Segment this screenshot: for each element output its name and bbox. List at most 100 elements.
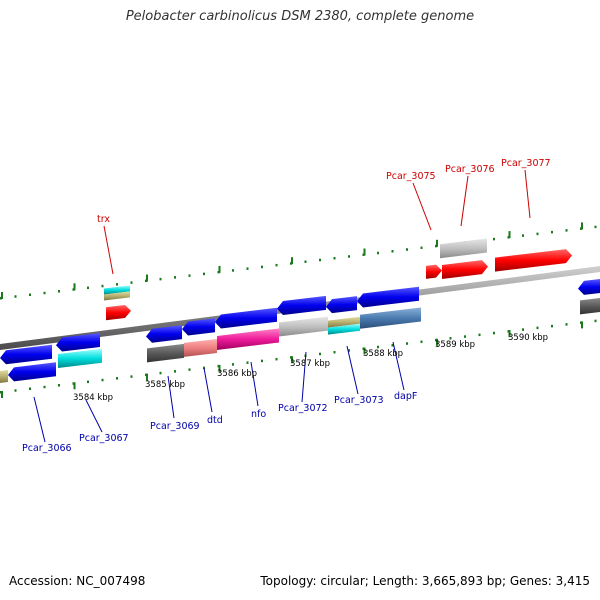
tick-label-3586: 3586 kbp <box>217 369 257 379</box>
gene-pcar-3075 <box>426 264 442 279</box>
scale-dot <box>420 246 423 250</box>
gene-pcar-3069a <box>182 318 215 336</box>
gene-label-nfo[interactable]: nfo <box>251 409 266 420</box>
forward-gene-labels: trx Pcar_3075 Pcar_3076 Pcar_3077 <box>97 158 551 225</box>
accession-text: Accession: NC_007498 <box>9 574 146 588</box>
feature-pcar-3067 <box>58 348 102 369</box>
feature-pcar-3073-cyan <box>328 323 360 335</box>
scale-dot <box>391 344 394 347</box>
scale-major-tick <box>73 283 76 291</box>
scale-dot <box>188 274 191 277</box>
tick-label-3590: 3590 kbp <box>508 333 548 343</box>
gene-label-pcar-3077[interactable]: Pcar_3077 <box>501 158 551 169</box>
scale-line-bottom <box>0 319 597 398</box>
scale-dot <box>478 333 481 337</box>
scale-tick-labels: 3584 kbp 3585 kbp 3586 kbp 3587 kbp 3588… <box>73 333 548 403</box>
gene-label-dapf[interactable]: dapF <box>394 391 417 402</box>
gene-pcar-3068 <box>146 325 182 343</box>
scale-major-tick <box>291 257 293 265</box>
scale-dot <box>551 230 553 234</box>
gene-pcar-3067a <box>56 333 100 352</box>
gene-label-pcar-3073[interactable]: Pcar_3073 <box>334 395 384 406</box>
gene-pcar-3077 <box>495 249 572 272</box>
scale-dot <box>246 361 249 364</box>
scale-dot <box>406 248 408 251</box>
scale-dot <box>261 265 263 269</box>
scale-dot <box>420 340 423 344</box>
leader-pcar-3066 <box>33 396 46 443</box>
scale-dot <box>203 366 205 370</box>
feature-pcar-3076 <box>440 238 487 259</box>
scale-major-tick <box>436 338 438 346</box>
gene-label-pcar-3067[interactable]: Pcar_3067 <box>79 433 129 444</box>
scale-dot <box>174 276 176 279</box>
gene-trx <box>106 305 131 321</box>
scale-major-tick <box>581 321 583 329</box>
scale-major-tick <box>363 347 366 355</box>
map-title: Pelobacter carbinolicus DSM 2380, comple… <box>125 9 475 24</box>
feature-trx-cyan <box>104 285 130 295</box>
leader-pcar-3076 <box>460 175 469 227</box>
gene-dapf-a <box>357 286 419 308</box>
leader-trx <box>103 225 114 275</box>
scale-dot <box>319 352 321 356</box>
scale-dot <box>304 260 307 263</box>
scale-major-tick <box>291 356 293 364</box>
genome-summary-text: Topology: circular; Length: 3,665,893 bp… <box>260 574 590 588</box>
gene-label-pcar-3069[interactable]: Pcar_3069 <box>150 421 200 432</box>
scale-dot <box>536 232 539 236</box>
gene-label-pcar-3076[interactable]: Pcar_3076 <box>445 164 495 175</box>
gene-label-dtd[interactable]: dtd <box>207 415 223 426</box>
scale-dot <box>333 350 336 354</box>
scale-dot <box>43 385 46 389</box>
scale-dot <box>348 349 350 352</box>
gene-dtd-a <box>215 307 277 329</box>
leader-pcar-3067 <box>85 399 103 433</box>
gene-pcar-3072a <box>326 296 357 314</box>
scale-dot <box>261 359 263 363</box>
scale-dot <box>101 284 104 288</box>
feature-trx-khaki <box>104 291 130 301</box>
scale-dot <box>159 277 162 281</box>
gene-label-trx[interactable]: trx <box>97 214 110 225</box>
feature-pcar-3072 <box>279 316 328 337</box>
scale-dot <box>522 328 524 331</box>
gene-label-pcar-3075[interactable]: Pcar_3075 <box>386 171 436 182</box>
leader-pcar-3077 <box>524 169 531 219</box>
scale-major-tick <box>146 373 148 381</box>
tick-label-3587: 3587 kbp <box>290 359 330 369</box>
scale-dot <box>594 319 597 323</box>
scale-dot <box>116 377 118 380</box>
tick-label-3588: 3588 kbp <box>363 349 403 359</box>
tick-label-3589: 3589 kbp <box>435 340 475 350</box>
gene-pcar-3066a <box>0 344 52 365</box>
scale-dot <box>333 256 336 260</box>
scale-dot <box>551 324 553 328</box>
scale-major-tick <box>73 382 76 390</box>
scale-dot <box>377 345 379 349</box>
scale-dot <box>449 337 452 340</box>
feature-dtd <box>184 338 217 357</box>
gene-label-pcar-3066[interactable]: Pcar_3066 <box>22 443 72 454</box>
gene-label-pcar-3072[interactable]: Pcar_3072 <box>278 403 328 414</box>
scale-dot <box>594 225 597 229</box>
gene-pcar-3076 <box>442 260 488 279</box>
leader-nfo <box>250 361 259 407</box>
scale-major-tick <box>1 391 3 398</box>
scale-dot <box>377 251 379 255</box>
leader-pcar-3073 <box>346 345 359 395</box>
scale-dot <box>130 375 133 378</box>
scale-dot <box>87 286 89 290</box>
scale-dot <box>203 272 205 276</box>
scale-major-tick <box>508 231 511 239</box>
scale-major-tick <box>508 330 511 338</box>
feature-khaki-left <box>0 370 8 383</box>
scale-dot <box>14 389 17 392</box>
scale-dot <box>29 387 31 391</box>
feature-right-dark <box>580 298 600 315</box>
feature-pcar-3069 <box>147 343 184 363</box>
scale-dot <box>174 370 176 373</box>
feature-pcar-3073-khaki <box>328 316 360 328</box>
